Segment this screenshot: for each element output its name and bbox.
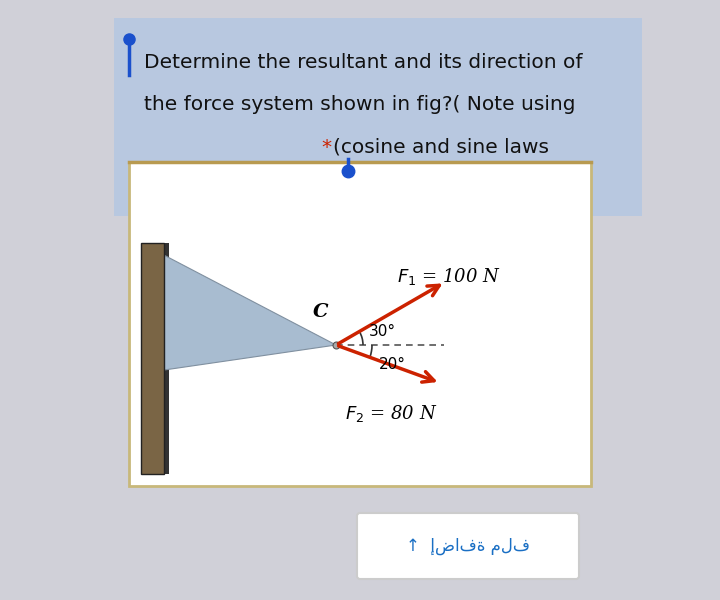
Text: $F_1$ = 100 N: $F_1$ = 100 N [397,266,501,287]
FancyBboxPatch shape [164,243,168,474]
Polygon shape [164,255,336,370]
Text: 20°: 20° [379,356,406,371]
Text: C: C [313,303,329,321]
Text: ↑  إضافة ملف: ↑ إضافة ملف [406,537,530,555]
FancyBboxPatch shape [357,513,579,579]
FancyBboxPatch shape [129,162,591,486]
Text: the force system shown in fig?( Note using: the force system shown in fig?( Note usi… [144,95,575,115]
Text: 30°: 30° [369,324,396,340]
FancyBboxPatch shape [114,18,642,216]
Text: (cosine and sine laws: (cosine and sine laws [333,137,549,157]
Text: $F_2$ = 80 N: $F_2$ = 80 N [345,403,437,424]
Text: *: * [321,137,331,157]
Text: Determine the resultant and its direction of: Determine the resultant and its directio… [144,53,582,73]
FancyBboxPatch shape [141,243,164,474]
